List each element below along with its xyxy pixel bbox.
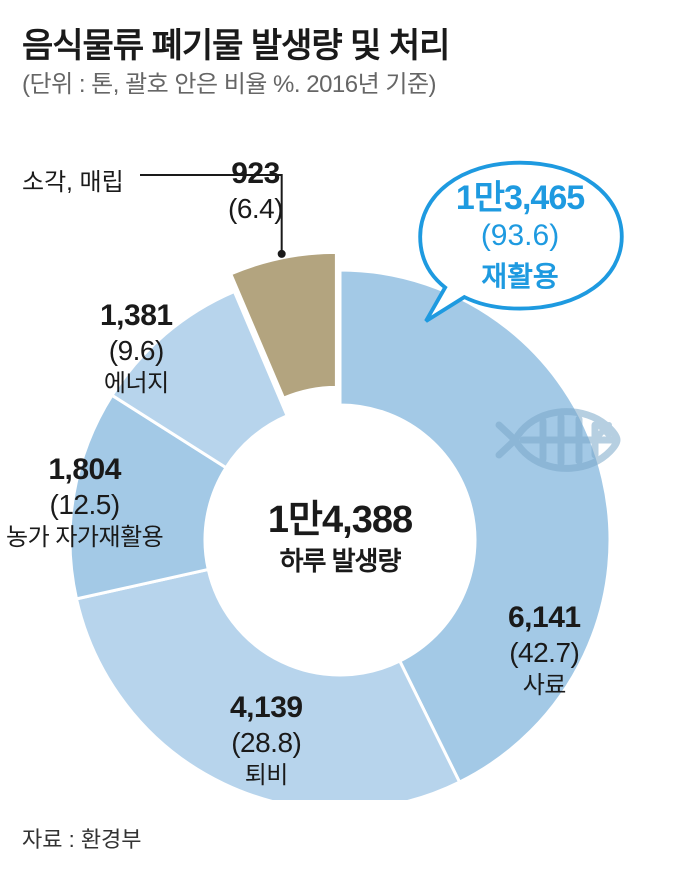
slice-value: 1,381 — [100, 298, 173, 334]
callout-label: 1만3,465 (93.6) 재활용 — [410, 170, 630, 295]
slice-percent: (12.5) — [6, 488, 163, 522]
slice-value: 4,139 — [230, 690, 303, 726]
slice-category: 사료 — [508, 672, 581, 701]
slice-percent: (28.8) — [230, 726, 303, 760]
page-title: 음식물류 폐기물 발생량 및 처리 — [22, 18, 449, 67]
fish-bone-icon — [495, 395, 625, 485]
slice-percent: (9.6) — [100, 334, 173, 368]
slice-percent: (6.4) — [228, 192, 283, 226]
page-subtitle: (단위 : 톤, 괄호 안은 비율 %. 2016년 기준) — [22, 64, 436, 99]
leader-label-incinerate: 소각, 매립 — [22, 162, 124, 197]
slice-percent: (42.7) — [508, 636, 581, 670]
slice-label-energy: 1,381(9.6)에너지 — [100, 298, 173, 398]
slice-category: 에너지 — [100, 370, 173, 399]
slice-label-compost: 4,139(28.8)퇴비 — [230, 690, 303, 790]
slice-label-farm: 1,804(12.5)농가 자가재활용 — [6, 452, 163, 552]
callout-percent: (93.6) — [410, 219, 630, 253]
callout-value: 1만3,465 — [410, 170, 630, 219]
callout-category: 재활용 — [410, 255, 630, 295]
slice-category: 농가 자가재활용 — [6, 524, 163, 553]
slice-value: 6,141 — [508, 600, 581, 636]
source-label: 자료 : 환경부 — [22, 822, 142, 854]
slice-category: 퇴비 — [230, 762, 303, 791]
slice-value: 1,804 — [6, 452, 163, 488]
slice-label-feed: 6,141(42.7)사료 — [508, 600, 581, 700]
slice-value: 923 — [228, 156, 283, 192]
slice-label-incinerate: 923(6.4) — [228, 156, 283, 226]
